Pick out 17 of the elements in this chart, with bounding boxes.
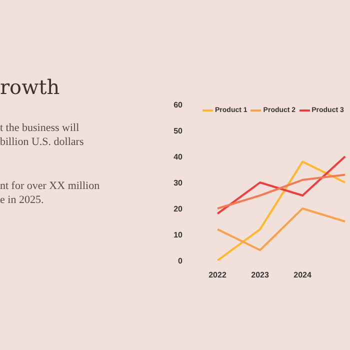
- y-tick-label: 20: [174, 204, 184, 214]
- line-series: [216, 156, 346, 215]
- line-series: [216, 174, 346, 210]
- x-tick-label: 2022: [208, 270, 227, 280]
- line-series: [216, 208, 346, 252]
- y-tick-label: 10: [174, 230, 184, 240]
- y-tick-label: 50: [174, 126, 184, 136]
- line-series: [216, 160, 346, 260]
- x-tick-label: 2024: [294, 270, 312, 280]
- y-tick-label: 0: [178, 256, 184, 266]
- y-tick-label: 40: [174, 152, 184, 162]
- text: t the business will billion U.S. dollars: [0, 121, 84, 150]
- text: rowth: [0, 75, 60, 99]
- x-tick-label: 2023: [251, 270, 270, 280]
- y-tick-label: 30: [174, 178, 184, 188]
- text: nt for over XX million e in 2025.: [0, 179, 100, 208]
- y-tick-label: 60: [174, 100, 184, 110]
